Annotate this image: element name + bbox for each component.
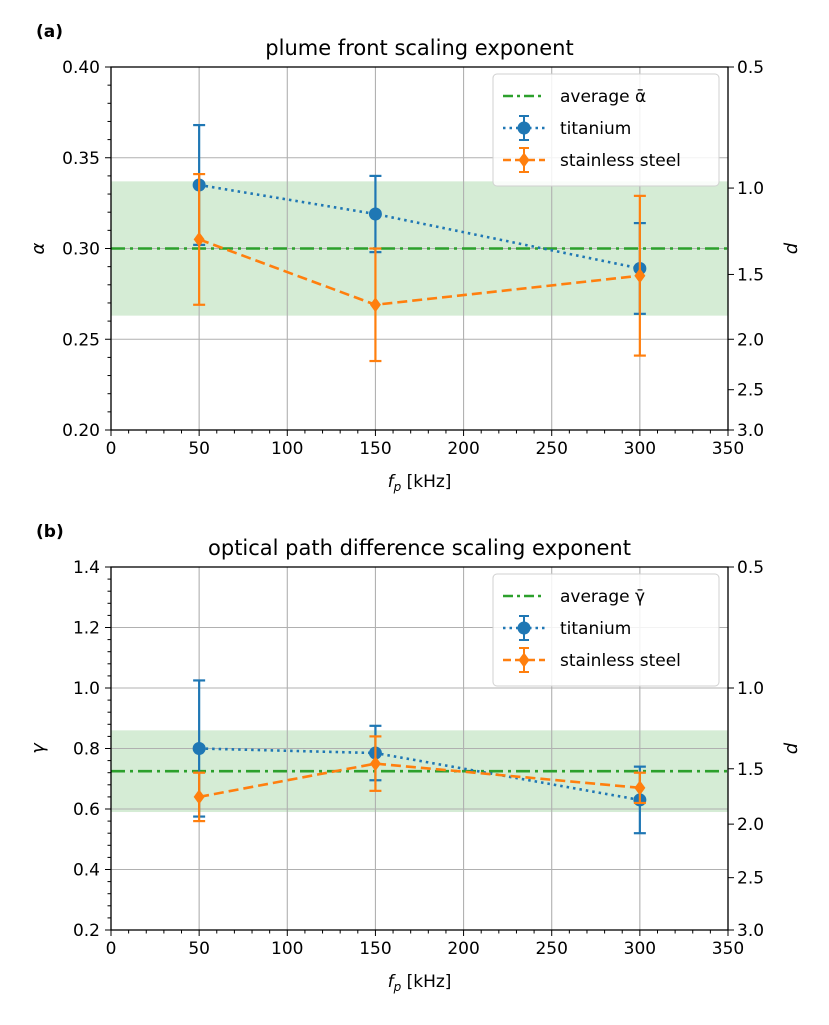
x-tick-label: 0 — [106, 439, 117, 459]
x-tick-label: 50 — [188, 439, 210, 459]
y-tick-label: 0.40 — [62, 58, 100, 78]
y-tick-label: 1.0 — [73, 679, 100, 699]
y-tick-label: 0.25 — [62, 330, 100, 350]
data-point — [369, 297, 381, 313]
y-tick-label: 0.4 — [73, 861, 100, 881]
x-tick-label: 100 — [271, 939, 303, 959]
chart-title: optical path difference scaling exponent — [208, 536, 631, 560]
x-tick-label: 200 — [447, 939, 479, 959]
chart-title: plume front scaling exponent — [265, 36, 573, 60]
right-tick-label: 2.5 — [737, 869, 764, 889]
x-tick-label: 100 — [271, 439, 303, 459]
chart-panel-a: (a) plume front scaling exponent 0 50 100 150… — [28, 22, 802, 494]
right-tick-label: 2.5 — [737, 381, 764, 401]
x-axis-label: fp [kHz] — [388, 972, 452, 994]
legend-series-label: titanium — [560, 119, 631, 139]
x-tick-label: 350 — [712, 939, 744, 959]
legend-series-label: titanium — [560, 619, 631, 639]
chart-panel-b: (b) optical path difference scaling expon… — [28, 522, 802, 994]
y-axis: 0.2 0.4 0.6 0.8 1.0 1.2 1.4 — [73, 558, 111, 941]
right-tick-label: 3.0 — [737, 421, 764, 441]
x-label-unit: [kHz] — [401, 472, 451, 492]
right-tick-label: 0.5 — [737, 558, 764, 578]
legend-swatch-marker — [518, 652, 530, 668]
y-tick-label: 0.20 — [62, 421, 100, 441]
x-tick-label: 350 — [712, 439, 744, 459]
x-label-subscript: p — [393, 980, 402, 994]
data-point — [193, 231, 205, 247]
y-tick-label: 0.2 — [73, 921, 100, 941]
right-tick-label: 2.0 — [737, 330, 764, 350]
right-axis-label: d — [781, 242, 802, 254]
y-axis-label: α — [28, 242, 49, 254]
y-tick-label: 0.30 — [62, 240, 100, 260]
panel-label: (a) — [36, 22, 63, 42]
x-tick-label: 150 — [359, 439, 391, 459]
y-tick-label: 0.35 — [62, 149, 100, 169]
x-tick-label: 300 — [624, 439, 656, 459]
right-tick-label: 1.0 — [737, 179, 764, 199]
right-tick-label: 1.0 — [737, 679, 764, 699]
x-tick-label: 300 — [624, 939, 656, 959]
right-tick-label: 0.5 — [737, 58, 764, 78]
x-label-symbol: f — [388, 472, 397, 492]
x-axis-label: fp [kHz] — [388, 472, 452, 494]
y-axis: 0.20 0.25 0.30 0.35 0.40 — [62, 58, 111, 441]
y-tick-label: 1.4 — [73, 558, 100, 578]
legend: average γ̄ titanium stainless steel — [492, 573, 720, 687]
x-tick-label: 250 — [535, 439, 567, 459]
series-stainless-steel — [193, 172, 646, 363]
right-axis: 0.5 1.0 1.5 2.0 2.5 3.0 — [728, 558, 764, 941]
panel-label: (b) — [36, 522, 64, 542]
legend-swatch-marker — [518, 152, 530, 168]
data-point — [634, 268, 646, 284]
series-stainless-steel — [193, 735, 646, 823]
x-axis: 0 50 100 150 200 250 300 350 — [106, 930, 744, 959]
data-point — [193, 789, 205, 805]
legend-series-label: stainless steel — [560, 651, 681, 671]
right-axis: 0.5 1.0 1.5 2.0 2.5 3.0 — [728, 58, 764, 441]
y-tick-label: 0.6 — [73, 800, 100, 820]
data-point — [368, 207, 382, 221]
legend-swatch-marker — [517, 121, 531, 135]
x-tick-label: 150 — [359, 939, 391, 959]
legend-swatch-marker — [517, 621, 531, 635]
y-axis-label: γ — [28, 742, 49, 754]
legend: average ᾱ titanium stainless steel — [492, 73, 720, 187]
right-tick-label: 2.0 — [737, 815, 764, 835]
x-tick-label: 200 — [447, 439, 479, 459]
right-tick-label: 3.0 — [737, 921, 764, 941]
y-tick-label: 0.8 — [73, 740, 100, 760]
data-point — [192, 742, 206, 755]
y-tick-label: 1.2 — [73, 619, 100, 639]
x-label-symbol: f — [388, 972, 397, 992]
x-tick-label: 50 — [188, 939, 210, 959]
right-tick-label: 1.5 — [737, 760, 764, 780]
legend-box — [492, 573, 720, 687]
legend-average-label: average ᾱ — [560, 87, 646, 107]
x-label-unit: [kHz] — [401, 972, 451, 992]
x-label-subscript: p — [393, 480, 402, 494]
series-line — [198, 183, 641, 270]
x-tick-label: 0 — [106, 939, 117, 959]
right-axis-label: d — [781, 742, 802, 754]
legend-series-label: stainless steel — [560, 151, 681, 171]
legend-average-label: average γ̄ — [560, 587, 645, 607]
x-axis: 0 50 100 150 200 250 300 350 — [106, 430, 744, 459]
x-tick-label: 250 — [535, 939, 567, 959]
data-point — [369, 756, 381, 772]
legend-box — [492, 73, 720, 187]
right-tick-label: 1.5 — [737, 265, 764, 285]
data-point — [634, 780, 646, 796]
